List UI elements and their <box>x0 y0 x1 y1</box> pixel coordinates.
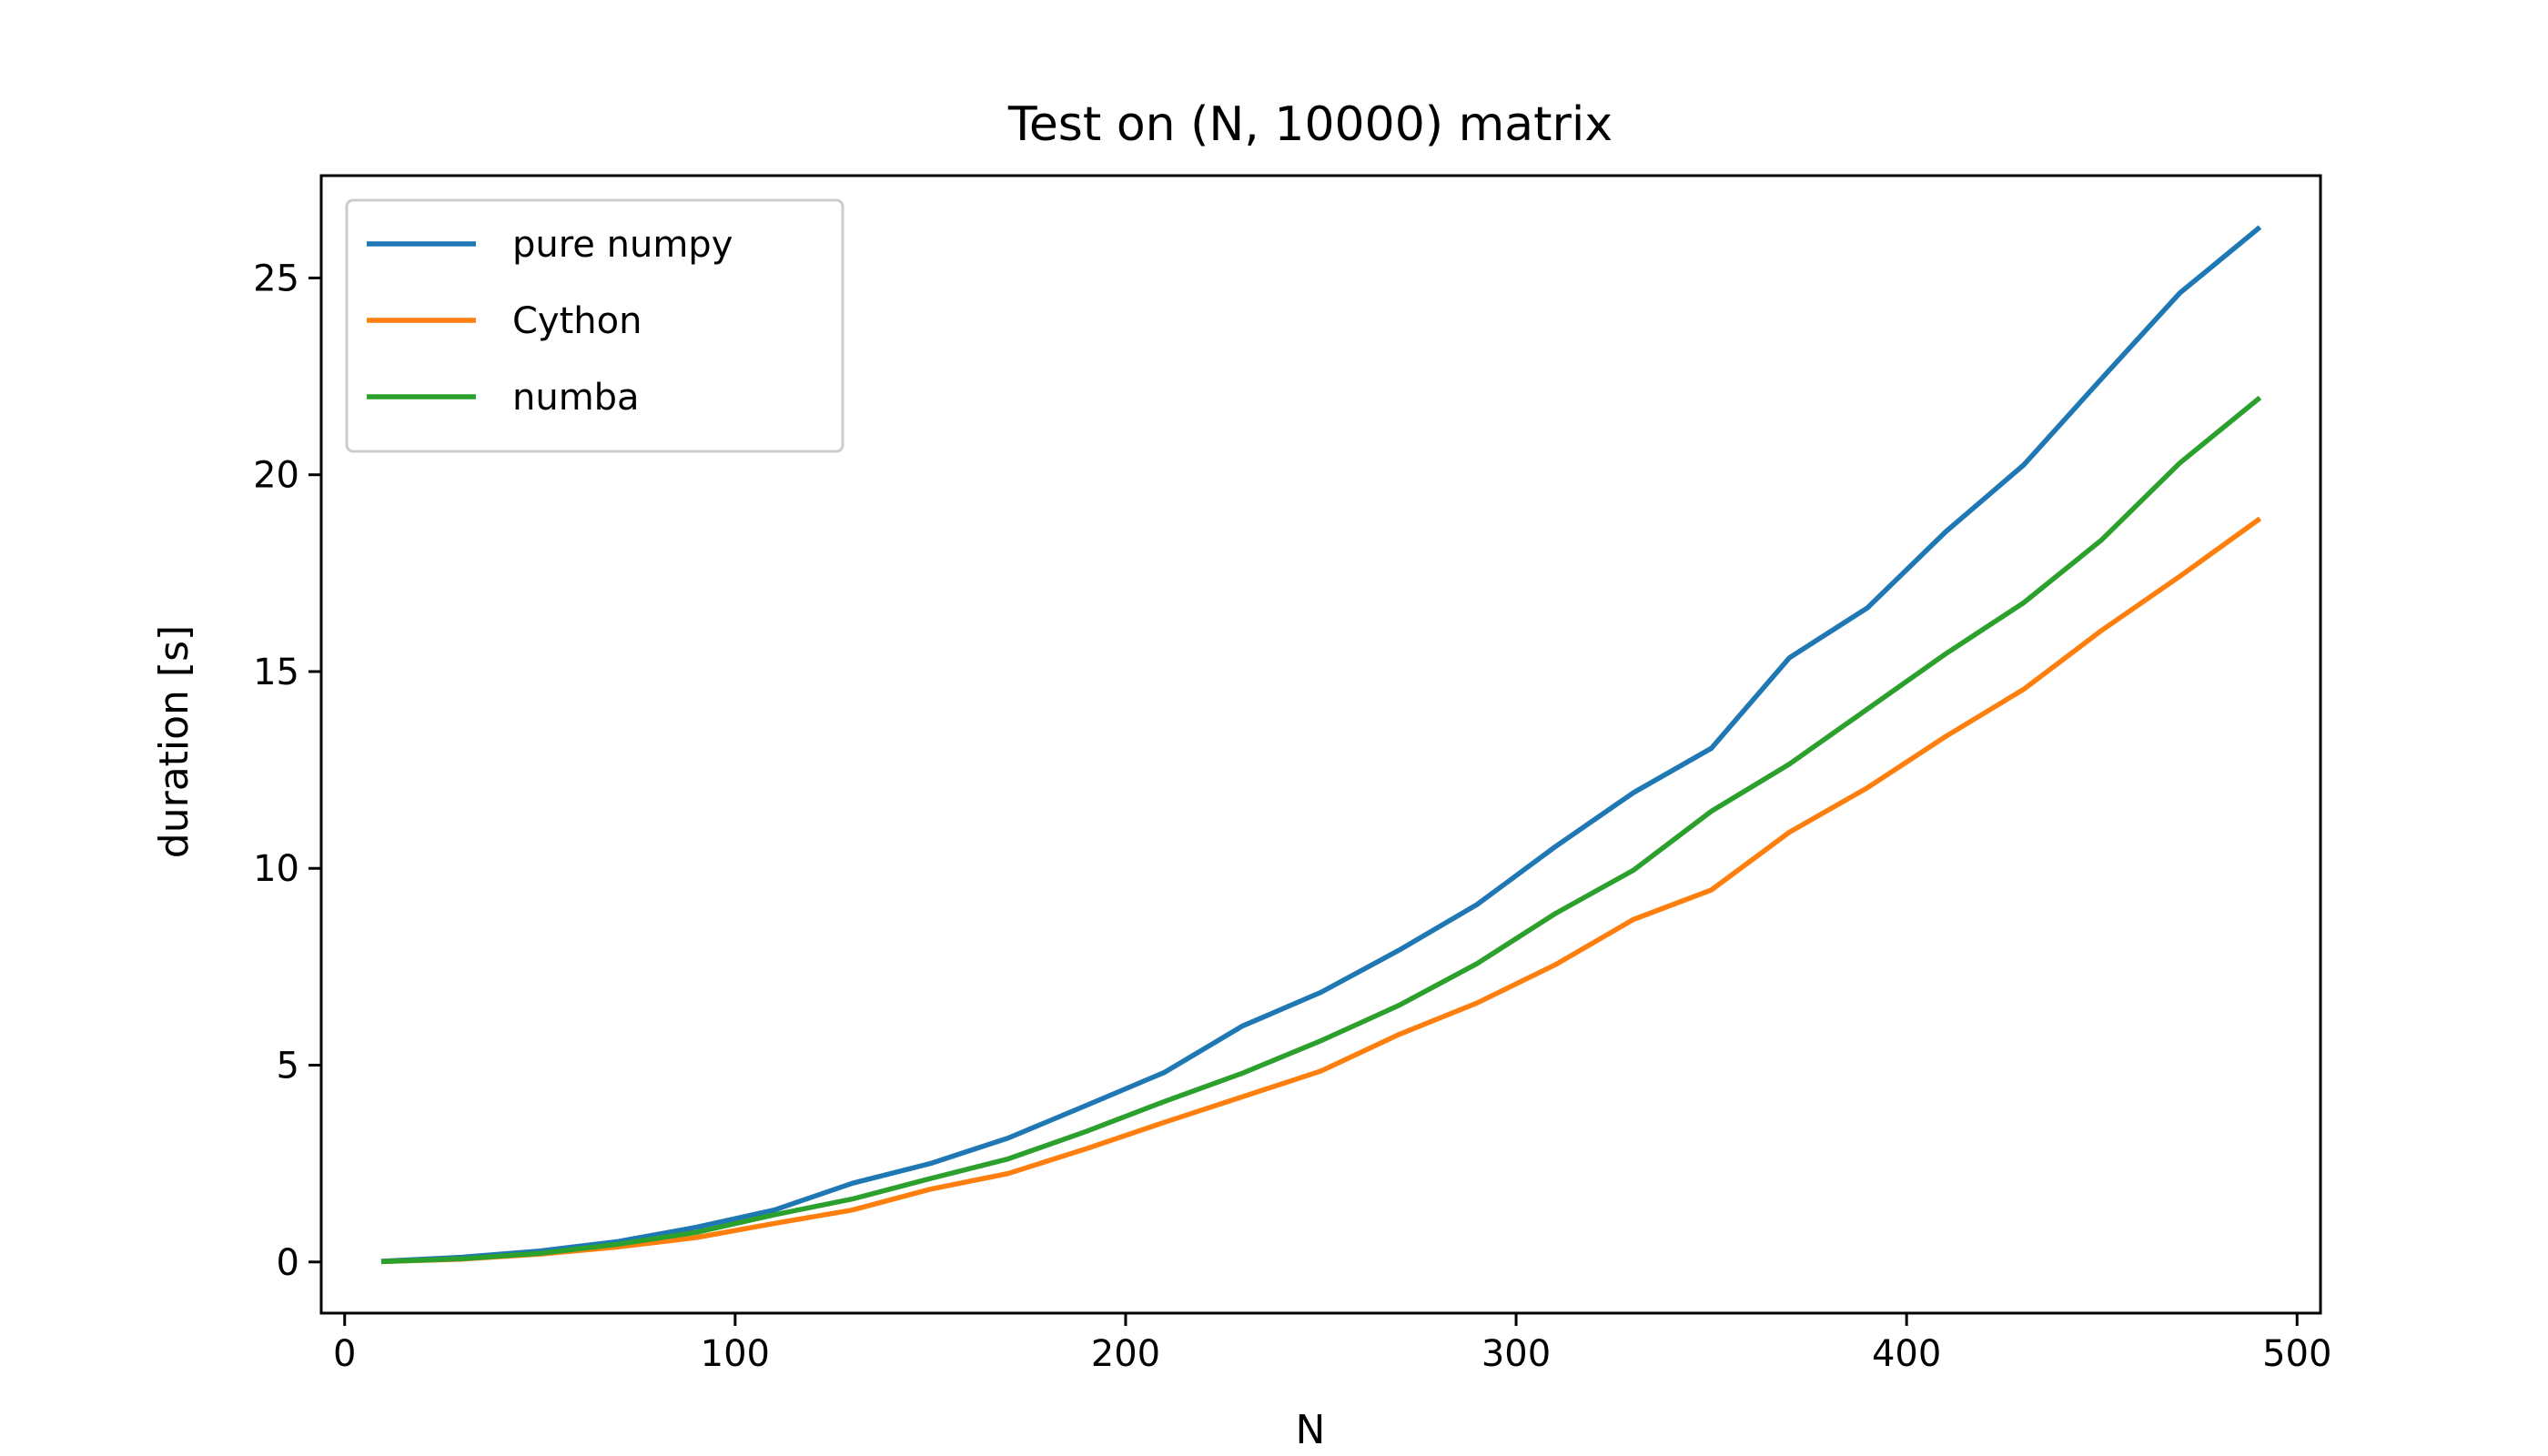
x-tick-label: 100 <box>701 1333 770 1375</box>
x-tick-label: 300 <box>1481 1333 1551 1375</box>
y-tick-label: 20 <box>253 455 299 497</box>
series-line-1 <box>380 225 2262 1264</box>
legend-label-1: pure numpy <box>512 224 733 266</box>
legend: pure numpy Cython numba <box>345 198 844 453</box>
x-axis-label: N <box>1296 1407 1326 1453</box>
y-axis-label: duration [s] <box>151 625 197 858</box>
chart-title: Test on (N, 10000) matrix <box>1007 97 1613 152</box>
axes-frame <box>319 174 2322 1315</box>
plot-area: 0 100 200 300 400 500 0 5 10 15 20 25 <box>253 174 2331 1375</box>
series-line-3 <box>380 395 2262 1265</box>
x-tick-label: 400 <box>1872 1333 1941 1375</box>
legend-label-2: Cython <box>512 300 642 342</box>
y-tick-label: 10 <box>253 848 299 890</box>
x-tick-label: 0 <box>333 1333 356 1375</box>
y-tick-label: 0 <box>277 1242 299 1284</box>
series-line-2 <box>380 516 2262 1265</box>
y-tick-label: 25 <box>253 258 299 299</box>
x-tick-label: 200 <box>1091 1333 1160 1375</box>
y-tick-label: 15 <box>253 652 299 693</box>
y-tick-label: 5 <box>277 1046 299 1087</box>
legend-box <box>345 198 844 453</box>
x-tick-label: 500 <box>2262 1333 2331 1375</box>
legend-label-3: numba <box>512 377 640 419</box>
